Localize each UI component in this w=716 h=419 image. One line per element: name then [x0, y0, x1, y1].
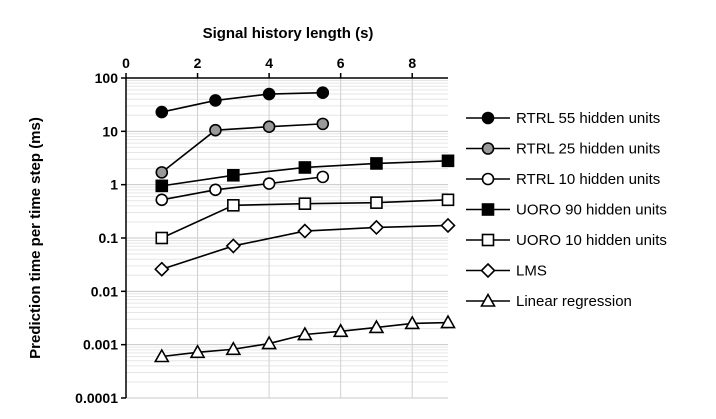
legend-marker	[483, 174, 494, 185]
legend-entry: LMS	[466, 263, 547, 280]
legend-label: RTRL 10 hidden units	[516, 171, 660, 188]
data-point	[298, 225, 311, 238]
data-point	[228, 170, 239, 181]
y-tick-label: 0.01	[91, 283, 118, 299]
series-layer	[155, 87, 454, 361]
legend-entry: RTRL 25 hidden units	[466, 141, 660, 158]
legend-label: LMS	[516, 263, 547, 280]
legend-entry: UORO 10 hidden units	[466, 232, 667, 249]
data-point	[228, 200, 239, 211]
data-point	[210, 125, 221, 136]
data-point	[442, 219, 455, 232]
legend-label: RTRL 55 hidden units	[516, 110, 660, 127]
data-point	[317, 171, 328, 182]
data-point	[210, 95, 221, 106]
data-point	[156, 194, 167, 205]
legend-marker	[483, 204, 494, 215]
data-point	[155, 263, 168, 276]
data-point	[371, 197, 382, 208]
legend-marker	[483, 235, 494, 246]
legend: RTRL 55 hidden units RTRL 25 hidden units…	[466, 110, 667, 310]
series-6	[155, 219, 454, 276]
data-point	[317, 118, 328, 129]
x-tick-label: 6	[337, 55, 345, 71]
data-point	[156, 180, 167, 191]
y-tick-label: 0.001	[83, 337, 118, 353]
data-point	[210, 184, 221, 195]
legend-marker	[483, 143, 494, 154]
y-tick-label: 0.0001	[75, 390, 118, 406]
y-tick-label: 1	[110, 177, 118, 193]
data-point	[371, 158, 382, 169]
y-tick-label: 10	[102, 123, 118, 139]
legend-label: RTRL 25 hidden units	[516, 141, 660, 158]
data-point	[443, 155, 454, 166]
data-point	[156, 233, 167, 244]
data-point	[156, 167, 167, 178]
data-point	[317, 87, 328, 98]
legend-entry: RTRL 10 hidden units	[466, 171, 660, 188]
data-point	[227, 239, 240, 252]
x-axis-title: Signal history length (s)	[203, 25, 374, 42]
data-point	[443, 194, 454, 205]
x-tick-label: 4	[265, 55, 273, 71]
series-7	[155, 316, 454, 361]
data-point	[370, 221, 383, 234]
data-point	[442, 316, 455, 328]
legend-marker	[482, 264, 495, 277]
y-tick-label: 0.1	[99, 230, 119, 246]
legend-label: UORO 10 hidden units	[516, 232, 667, 249]
legend-entry: Linear regression	[466, 293, 632, 310]
y-tick-label: 100	[95, 70, 119, 86]
series-4	[156, 155, 453, 191]
data-point	[156, 107, 167, 118]
data-point	[299, 162, 310, 173]
legend-entry: RTRL 55 hidden units	[466, 110, 660, 127]
series-1	[156, 87, 328, 117]
data-point	[264, 89, 275, 100]
data-point	[264, 121, 275, 132]
x-tick-label: 2	[194, 55, 202, 71]
data-point	[264, 178, 275, 189]
legend-marker	[483, 113, 494, 124]
y-axis-title: Prediction time per time step (ms)	[27, 117, 44, 359]
legend-label: UORO 90 hidden units	[516, 202, 667, 219]
data-point	[299, 198, 310, 209]
x-tick-label: 8	[408, 55, 416, 71]
x-tick-label: 0	[122, 55, 130, 71]
legend-label: Linear regression	[516, 293, 632, 310]
series-line	[162, 93, 323, 112]
legend-entry: UORO 90 hidden units	[466, 202, 667, 219]
